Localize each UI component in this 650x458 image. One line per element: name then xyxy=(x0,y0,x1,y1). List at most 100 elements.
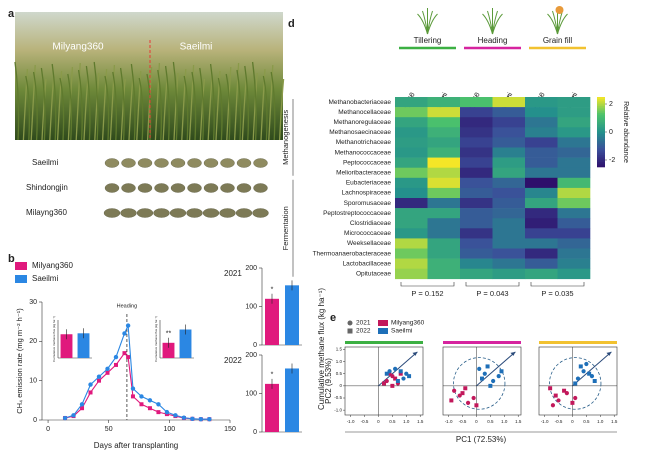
stage-bar xyxy=(443,341,521,344)
heat-cell xyxy=(557,157,591,168)
heat-cell xyxy=(395,228,428,239)
heat-cell xyxy=(557,97,591,108)
row-label: Methanocellaceae xyxy=(338,109,391,116)
heat-cell xyxy=(557,248,591,259)
point xyxy=(482,371,487,376)
colorbar-step xyxy=(597,128,605,131)
stalk xyxy=(172,61,178,141)
y-tick-label: 1.0 xyxy=(336,359,343,364)
stalk xyxy=(109,64,116,141)
stalk xyxy=(188,64,195,141)
heat-cell xyxy=(525,248,558,259)
y-tick-label: 200 xyxy=(245,265,257,272)
heat-cell xyxy=(492,268,526,280)
grain xyxy=(203,183,219,193)
stalk xyxy=(94,72,100,141)
grain xyxy=(154,158,169,168)
y-tick-label: 100 xyxy=(245,390,257,397)
heat-cell xyxy=(395,208,428,219)
grain xyxy=(170,183,186,193)
heat-cell xyxy=(427,157,461,168)
heat-cell xyxy=(427,97,461,108)
y-tick-label: 0.5 xyxy=(336,371,343,376)
heat-cell xyxy=(492,208,526,219)
x-tick-label: 50 xyxy=(105,426,113,433)
stalk xyxy=(120,78,126,141)
significance: * xyxy=(271,287,274,294)
x-tick-label: 1.5 xyxy=(611,419,618,424)
bar xyxy=(285,368,299,432)
point xyxy=(164,409,170,415)
colorbar-step xyxy=(597,146,605,149)
x-tick-label: 1.5 xyxy=(515,419,522,424)
stalk xyxy=(25,75,31,141)
colorbar-step xyxy=(597,123,605,126)
heat-cell xyxy=(557,177,591,189)
point xyxy=(105,366,110,372)
heat-cell xyxy=(460,157,493,168)
colorbar-step xyxy=(597,154,605,157)
significance: ** xyxy=(166,331,172,338)
point xyxy=(139,402,144,407)
heat-cell xyxy=(395,97,428,108)
heat-cell xyxy=(427,177,461,189)
row-label: Opitutaceae xyxy=(356,270,391,277)
point xyxy=(147,398,153,403)
heat-cell xyxy=(492,238,526,249)
point xyxy=(173,413,178,418)
stalk xyxy=(77,69,83,141)
colorbar-label: Relative abundance xyxy=(622,101,629,163)
heat-cell xyxy=(525,208,558,219)
x-tick-label: -1.0 xyxy=(541,419,549,424)
stalk xyxy=(130,63,136,141)
grain xyxy=(104,158,120,168)
legend-marker xyxy=(347,320,353,326)
stalk xyxy=(41,78,47,141)
point xyxy=(190,416,195,422)
stalk xyxy=(67,73,73,141)
heat-cell xyxy=(460,218,493,229)
heat-cell xyxy=(460,187,493,199)
stalk xyxy=(278,78,285,141)
heat-cell xyxy=(492,147,526,158)
heat-cell xyxy=(492,157,526,168)
plot-frame xyxy=(442,346,522,416)
point xyxy=(584,361,589,367)
point xyxy=(573,381,578,386)
x-tick-label: 0.5 xyxy=(583,419,590,424)
y-tick-label: 0 xyxy=(339,383,342,388)
point xyxy=(480,376,484,381)
stalk xyxy=(244,65,250,141)
point xyxy=(556,398,561,403)
point xyxy=(88,390,93,395)
y-axis-label: Cumulative methane flux (kg ha⁻¹) xyxy=(154,316,158,362)
heat-cell xyxy=(557,117,591,128)
heat-cell xyxy=(492,137,526,148)
heat-cell xyxy=(395,177,428,189)
grain xyxy=(203,158,219,168)
stalk xyxy=(215,70,221,141)
row-label: Peptococcaceae xyxy=(343,159,391,166)
significance: * xyxy=(271,372,274,379)
x-tick-label: 0 xyxy=(46,426,50,433)
grain xyxy=(121,183,136,193)
y-axis-label: CH₄ emission rate (mg m⁻² h⁻¹) xyxy=(15,308,24,414)
x-tick-label: 0 xyxy=(475,419,478,424)
y-axis-label: Cumulative methane flux (kg ha⁻¹) xyxy=(317,288,326,410)
heat-cell xyxy=(427,248,461,259)
point xyxy=(96,374,102,379)
colorbar-step xyxy=(597,125,605,128)
heat-cell xyxy=(427,218,461,229)
stalk xyxy=(199,78,206,141)
heat-cell xyxy=(525,137,558,148)
grain xyxy=(136,208,154,218)
point xyxy=(548,386,553,391)
stalk xyxy=(236,69,242,141)
row-label: Methanobacteriaceae xyxy=(328,99,391,106)
heat-cell xyxy=(395,218,428,229)
grain xyxy=(219,208,236,218)
point xyxy=(393,366,398,371)
colorbar-step xyxy=(597,119,605,122)
y-tick-label: -0.5 xyxy=(334,395,342,400)
colorbar-step xyxy=(597,133,605,136)
